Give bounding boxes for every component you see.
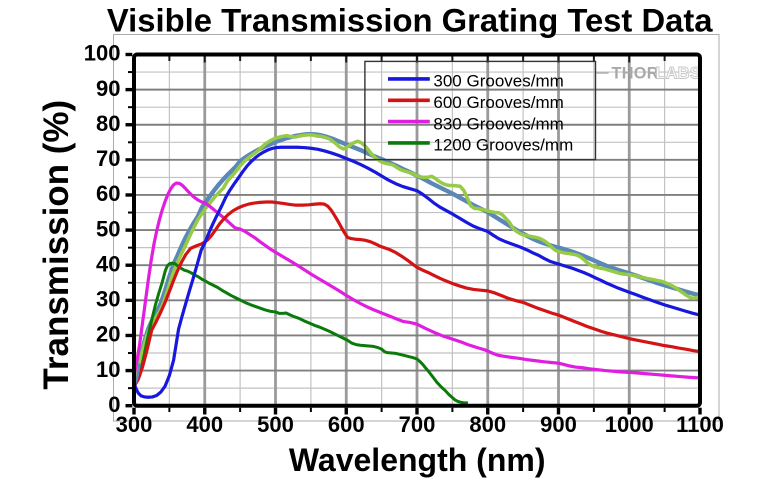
svg-text:90: 90: [96, 76, 120, 101]
svg-text:300 Grooves/mm: 300 Grooves/mm: [433, 72, 563, 91]
svg-text:THOR: THOR: [612, 64, 659, 82]
svg-text:70: 70: [96, 146, 120, 171]
svg-text:1200 Grooves/mm: 1200 Grooves/mm: [433, 136, 573, 155]
svg-text:0: 0: [108, 392, 120, 417]
svg-text:30: 30: [96, 287, 120, 312]
svg-text:300: 300: [116, 412, 153, 437]
svg-text:80: 80: [96, 111, 120, 136]
svg-text:1000: 1000: [605, 412, 654, 437]
svg-text:10: 10: [96, 357, 120, 382]
svg-text:830 Grooves/mm: 830 Grooves/mm: [433, 114, 563, 133]
svg-text:600 Grooves/mm: 600 Grooves/mm: [433, 93, 563, 112]
svg-text:600: 600: [328, 412, 365, 437]
svg-text:500: 500: [257, 412, 294, 437]
svg-text:50: 50: [96, 216, 120, 241]
svg-text:1100: 1100: [676, 412, 724, 437]
svg-text:800: 800: [469, 412, 506, 437]
svg-text:400: 400: [186, 412, 223, 437]
svg-text:Transmission (%): Transmission (%): [37, 100, 76, 390]
svg-text:700: 700: [399, 412, 436, 437]
svg-text:LABS: LABS: [656, 64, 702, 82]
svg-text:60: 60: [96, 181, 120, 206]
svg-text:40: 40: [96, 251, 120, 276]
svg-text:Wavelength (nm): Wavelength (nm): [289, 442, 546, 478]
svg-text:900: 900: [540, 412, 577, 437]
svg-text:Visible Transmission Grating T: Visible Transmission Grating Test Data: [107, 2, 713, 39]
svg-text:100: 100: [84, 41, 121, 66]
svg-text:20: 20: [96, 322, 120, 347]
